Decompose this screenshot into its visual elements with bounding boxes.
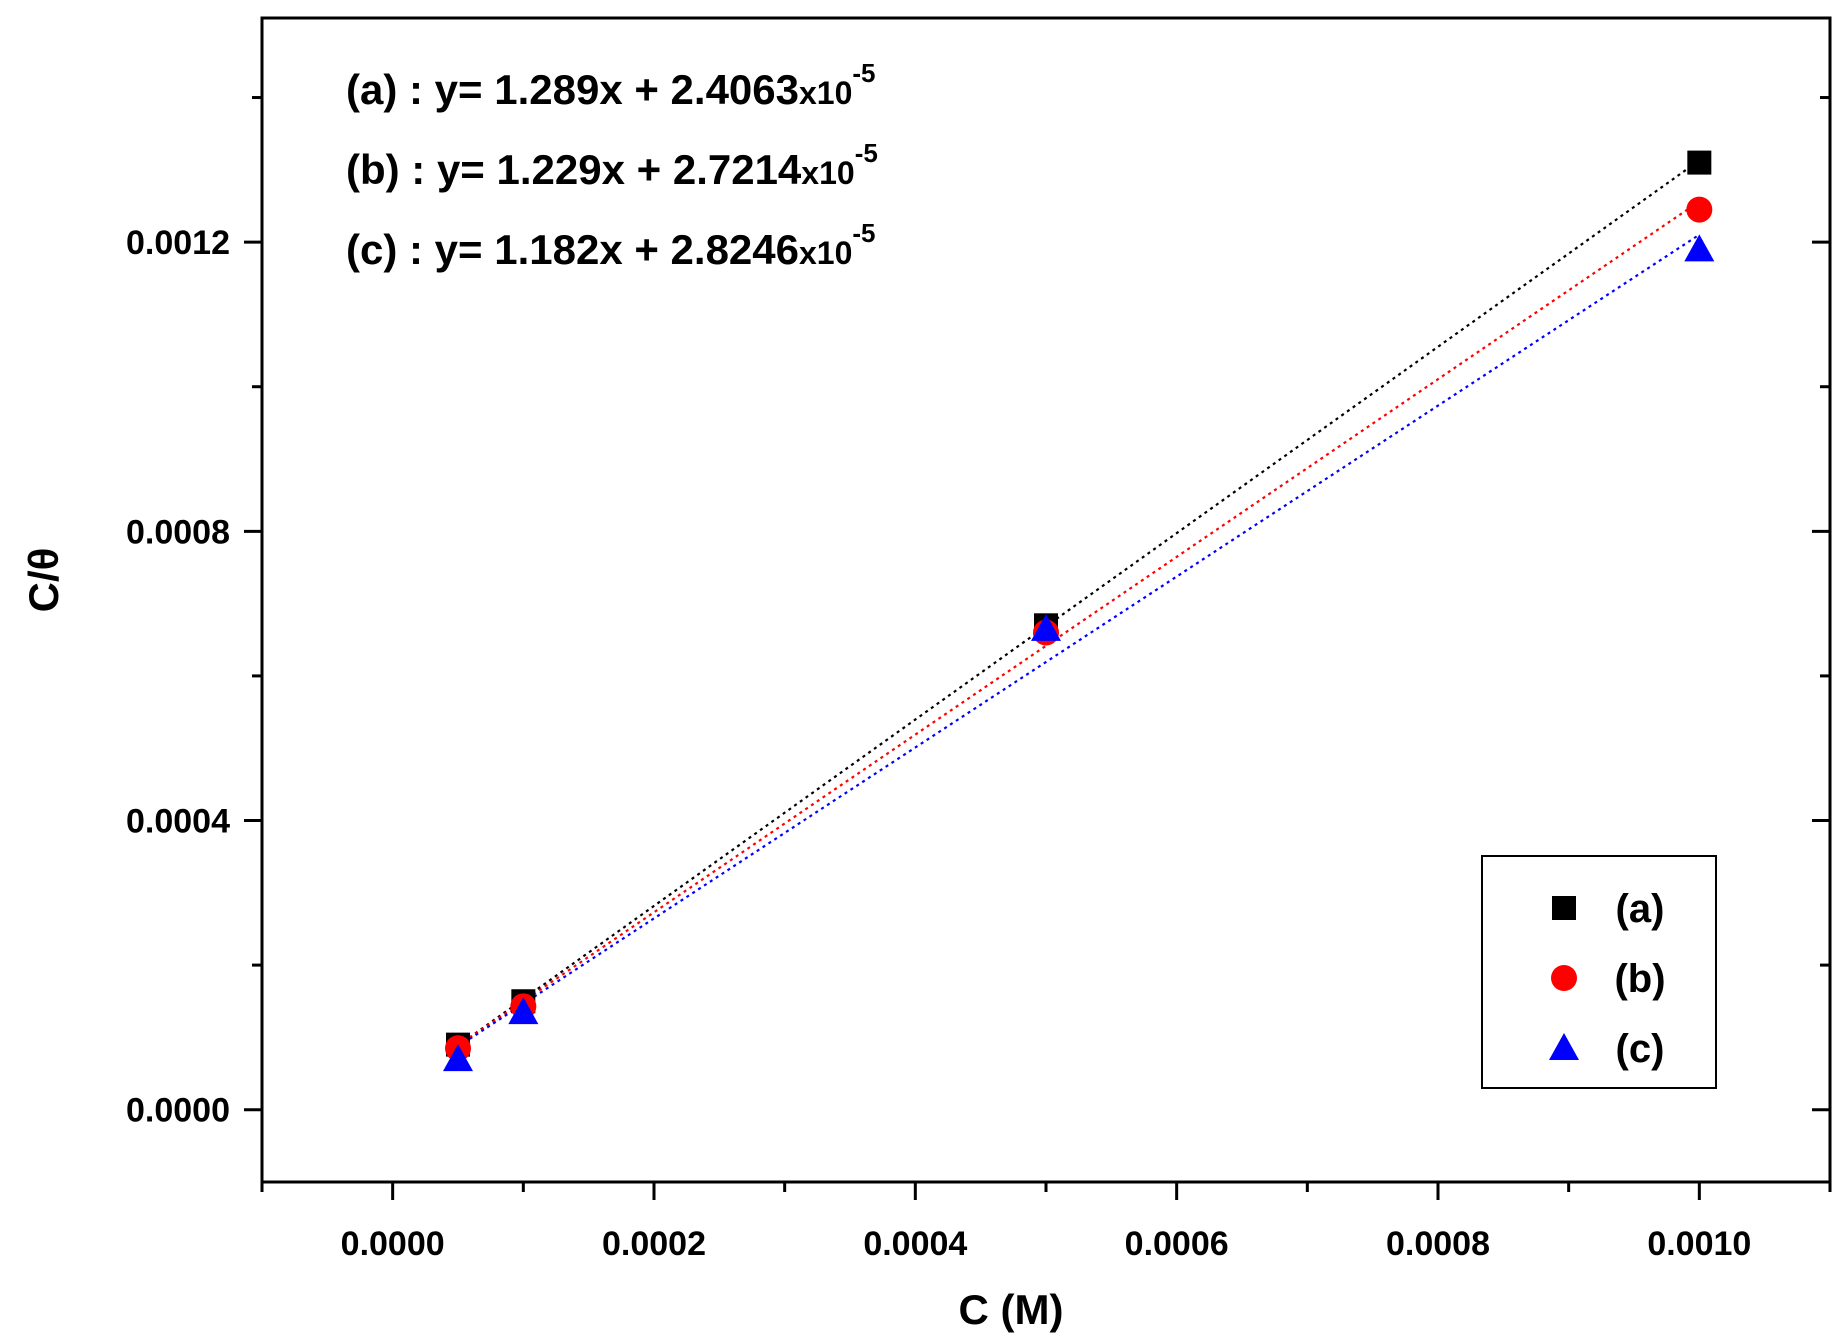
equation-main: (a) : y= 1.289x + 2.4063 — [346, 66, 799, 113]
fit-equations: (a) : y= 1.289x + 2.4063x10-5(b) : y= 1.… — [346, 58, 878, 273]
equation-main: (c) : y= 1.182x + 2.8246 — [346, 226, 799, 273]
fit-equation-a: (a) : y= 1.289x + 2.4063x10-5 — [346, 58, 876, 113]
equation-exponent: -5 — [852, 218, 875, 248]
legend-label-c: (c) — [1616, 1027, 1665, 1071]
legend-label-a: (a) — [1616, 887, 1665, 931]
fit-equation-b: (b) : y= 1.229x + 2.7214x10-5 — [346, 138, 878, 193]
data-point-c — [443, 1044, 473, 1072]
data-point-c — [1684, 234, 1715, 262]
equation-times: x10 — [801, 155, 854, 191]
y-axis-title: C/θ — [20, 548, 67, 613]
legend-marker-a — [1552, 896, 1576, 920]
y-tick-label: 0.0004 — [126, 803, 230, 841]
fit-line-c — [457, 233, 1700, 1048]
fit-equation-c: (c) : y= 1.182x + 2.8246x10-5 — [346, 218, 876, 273]
x-tick-label: 0.0006 — [1125, 1225, 1229, 1263]
fit-line-a — [457, 159, 1700, 1047]
axis-ticks: 0.0000 0.0002 0.0004 0.0006 0.0008 0.0010 0.00… — [126, 96, 1832, 1263]
x-tick-label: 0.0000 — [341, 1225, 445, 1263]
data-point-c — [508, 997, 539, 1025]
x-tick-label: 0.0004 — [863, 1225, 967, 1263]
x-axis-title: C (M) — [959, 1286, 1064, 1333]
equation-times: x10 — [799, 235, 852, 271]
data-point-b — [1686, 196, 1713, 223]
y-tick-label: 0.0000 — [126, 1092, 230, 1130]
legend-label-b: (b) — [1614, 957, 1665, 1001]
x-tick-label: 0.0010 — [1647, 1225, 1751, 1263]
legend-box — [1481, 855, 1717, 1089]
legend-marker-c — [1549, 1033, 1579, 1060]
data-point-a — [1687, 150, 1712, 175]
y-tick-label: 0.0012 — [126, 224, 230, 262]
equation-exponent: -5 — [855, 138, 878, 168]
fit-lines — [457, 159, 1700, 1048]
equation-times: x10 — [799, 75, 852, 111]
data-point-c — [1031, 613, 1061, 641]
equation-main: (b) : y= 1.229x + 2.7214 — [346, 146, 802, 193]
fit-line-b — [457, 200, 1700, 1047]
legend: (a) (b) (c) — [1481, 855, 1717, 1089]
legend-marker-b — [1551, 965, 1577, 991]
y-tick-label: 0.0008 — [126, 513, 230, 551]
x-tick-label: 0.0008 — [1386, 1225, 1490, 1263]
x-tick-label: 0.0002 — [602, 1225, 706, 1263]
equation-exponent: -5 — [852, 58, 875, 88]
data-markers — [443, 150, 1715, 1072]
